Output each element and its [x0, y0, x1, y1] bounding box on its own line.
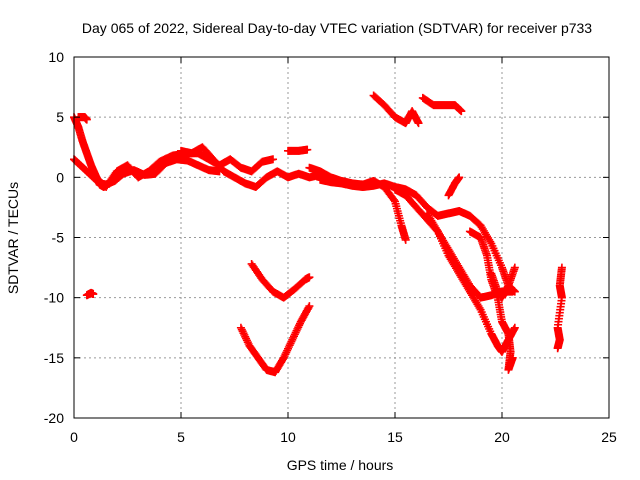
x-tick-label: 5 [177, 429, 185, 445]
x-tick-label: 20 [494, 429, 510, 445]
y-tick-label: 0 [56, 169, 64, 185]
data-point [486, 237, 495, 246]
data-point [475, 303, 484, 312]
series-arc-s [82, 288, 98, 300]
data-point [236, 323, 245, 332]
data-point [305, 302, 314, 311]
data-point [269, 155, 278, 164]
grid-lines [74, 57, 609, 418]
data-points [70, 91, 566, 377]
data-point [305, 273, 314, 282]
series-arc-o [418, 93, 466, 116]
data-point [284, 344, 292, 353]
y-axis-label: SDTVAR / TECUs [5, 182, 21, 294]
y-tick-label: -15 [44, 350, 64, 366]
series-arc-g [305, 163, 410, 244]
data-point [457, 107, 466, 116]
data-point [389, 195, 398, 204]
data-point [289, 333, 298, 342]
data-point [89, 290, 98, 299]
data-point [241, 332, 250, 341]
y-tick-label: -10 [44, 290, 64, 306]
y-tick-label: 10 [48, 49, 64, 65]
data-point [293, 324, 302, 333]
data-point [243, 338, 252, 347]
data-point [239, 329, 248, 338]
data-point [510, 263, 519, 272]
data-point [284, 343, 293, 352]
x-tick-label: 25 [601, 429, 617, 445]
data-point [455, 173, 464, 182]
y-tick-label: -5 [52, 230, 65, 246]
data-point [401, 235, 410, 244]
chart-title: Day 065 of 2022, Sidereal Day-to-day VTE… [82, 20, 592, 36]
x-tick-label: 0 [70, 429, 78, 445]
data-point [291, 328, 300, 337]
y-tick-label: 5 [56, 109, 64, 125]
series-arc-m [504, 329, 517, 374]
data-point [281, 350, 290, 359]
data-point [304, 303, 313, 312]
data-point [279, 353, 288, 362]
data-point [282, 348, 291, 357]
data-point [238, 327, 247, 336]
series-arc-q [247, 259, 314, 302]
data-point [287, 337, 296, 346]
axis-ticks: 0 5 10 15 20 25 10 5 0 -5 -10 -15 -20 [44, 49, 617, 445]
data-point [553, 344, 562, 353]
data-point [242, 334, 251, 343]
series-arc-t [553, 263, 566, 353]
data-point [432, 225, 441, 234]
data-point [283, 346, 292, 355]
data-point [240, 330, 249, 339]
data-point [290, 330, 299, 339]
data-point [237, 325, 246, 334]
data-point [292, 326, 301, 335]
series-arc-l [487, 263, 519, 302]
data-point [303, 145, 312, 154]
data-point [288, 335, 297, 344]
data-point [286, 339, 295, 348]
x-tick-label: 15 [387, 429, 403, 445]
data-point [508, 353, 517, 362]
data-point [289, 332, 298, 341]
data-point [82, 115, 91, 124]
data-point [285, 341, 294, 350]
data-point [508, 287, 517, 296]
data-point [295, 321, 304, 330]
x-tick-label: 10 [280, 429, 296, 445]
series-arc-k [465, 227, 513, 338]
data-point [414, 119, 423, 128]
series-arc-n [369, 91, 423, 128]
series-arc-p [444, 173, 464, 200]
series-arc-r [236, 302, 314, 377]
series-arc-f [284, 145, 312, 155]
y-tick-label: -20 [44, 410, 64, 426]
data-point [510, 323, 519, 332]
data-point [280, 352, 289, 361]
data-point [242, 336, 251, 345]
x-axis-label: GPS time / hours [287, 457, 394, 473]
data-point [294, 323, 303, 332]
